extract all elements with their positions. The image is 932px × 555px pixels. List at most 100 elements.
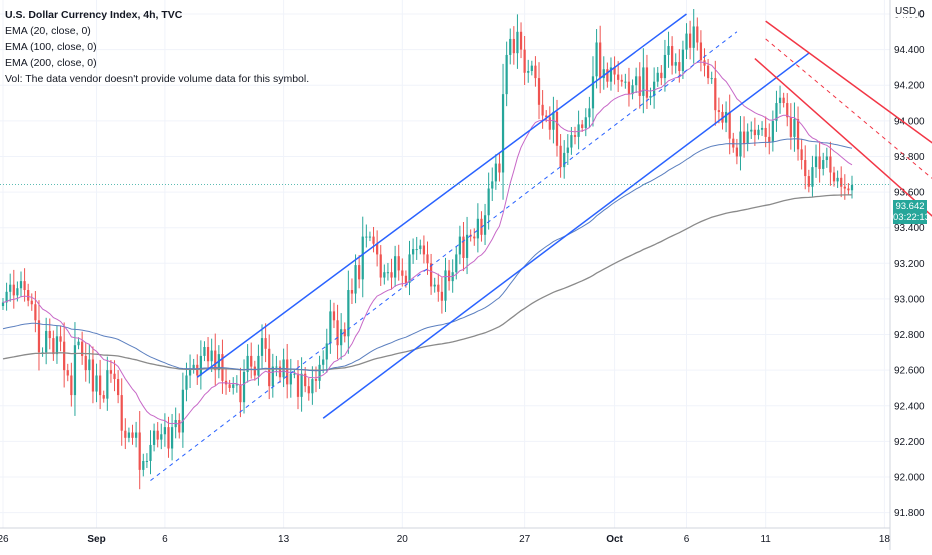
- down-channel-lower: [754, 57, 932, 217]
- price-tick-label: 94.000: [894, 116, 925, 127]
- current-price-badge: 93.642 03:22:13: [893, 200, 930, 224]
- currency-label[interactable]: USD: [893, 6, 919, 17]
- candle-body: [343, 329, 346, 337]
- candle-body: [699, 42, 703, 61]
- price-tick-label: 92.800: [894, 330, 925, 341]
- candle-body: [415, 249, 418, 251]
- candle-body: [519, 31, 523, 50]
- candle-body: [77, 341, 80, 346]
- candle-body: [537, 78, 541, 105]
- candle-body: [530, 65, 533, 71]
- candle-body: [397, 256, 400, 271]
- candle-body: [113, 373, 116, 380]
- candle-body: [822, 160, 825, 169]
- price-tick-label: 92.600: [894, 366, 925, 377]
- candle-body: [437, 284, 440, 292]
- candle-body: [354, 265, 357, 294]
- candle-body: [70, 375, 73, 396]
- candle-body: [271, 366, 274, 387]
- legend-ema100: EMA (100, close, 0): [5, 41, 97, 53]
- candle-body: [372, 236, 375, 244]
- candle-body: [512, 38, 515, 54]
- candle-body: [476, 218, 479, 239]
- candle-body: [832, 172, 836, 182]
- candle-body: [340, 329, 343, 346]
- candle-body: [390, 272, 393, 278]
- candle-body: [386, 272, 390, 274]
- candle-body: [242, 371, 246, 403]
- candle-body: [728, 111, 731, 139]
- candle-body: [850, 184, 854, 191]
- candle-body: [843, 186, 846, 189]
- candle-body: [422, 245, 426, 255]
- candle-body: [81, 341, 84, 356]
- candle-body: [401, 270, 404, 276]
- up-channel-mid: [150, 31, 738, 481]
- candle-body: [23, 281, 26, 291]
- candle-body: [63, 341, 66, 371]
- candle-body: [34, 304, 37, 321]
- time-tick-label: 6: [684, 534, 690, 545]
- candle-body: [264, 338, 267, 349]
- candle-body: [210, 350, 213, 362]
- candle-body: [178, 420, 181, 433]
- price-tick-label: 94.200: [894, 81, 925, 92]
- legend-ema200: EMA (200, close, 0): [5, 57, 97, 69]
- candle-body: [246, 355, 249, 372]
- candle-body: [768, 136, 771, 143]
- candle-body: [509, 38, 512, 55]
- candle-body: [181, 389, 184, 433]
- candle-body: [394, 256, 397, 278]
- candle-body: [19, 281, 23, 289]
- candle-body: [811, 167, 814, 187]
- candle-body: [685, 33, 688, 50]
- price-tick-label: 93.800: [894, 152, 925, 163]
- candle-body: [764, 127, 767, 137]
- candle-body: [653, 81, 656, 96]
- candle-body: [505, 54, 508, 95]
- candle-body: [523, 49, 526, 73]
- candle-body: [757, 129, 760, 136]
- candle-body: [635, 76, 638, 86]
- candle-body: [559, 145, 562, 168]
- candle-body: [447, 270, 451, 282]
- candle-body: [59, 336, 62, 342]
- time-tick-label: 27: [519, 534, 531, 545]
- candle-body: [253, 366, 256, 376]
- candle-body: [771, 120, 774, 143]
- candle-body: [487, 188, 490, 216]
- candle-body: [156, 430, 159, 440]
- candle-body: [706, 65, 710, 79]
- candle-body: [27, 290, 30, 301]
- candle-body: [365, 236, 368, 238]
- candle-body: [555, 111, 559, 146]
- candle-body: [624, 81, 627, 83]
- candle-body: [361, 236, 364, 280]
- candle-body: [483, 215, 487, 235]
- candle-body: [847, 188, 850, 191]
- candle-body: [293, 373, 296, 375]
- candle-body: [250, 355, 253, 367]
- candle-body: [138, 432, 141, 470]
- candle-body: [117, 379, 120, 396]
- candle-body: [426, 254, 429, 264]
- candle-body: [9, 284, 12, 292]
- candle-body: [336, 320, 339, 346]
- up-channel-lower: [322, 52, 810, 419]
- candle-body: [818, 156, 821, 169]
- candle-body: [735, 147, 738, 157]
- candle-body: [239, 384, 242, 403]
- candle-body: [667, 46, 670, 55]
- candle-body: [322, 359, 325, 365]
- candle-body: [541, 104, 544, 116]
- candle-body: [149, 444, 152, 461]
- candle-body: [678, 62, 681, 71]
- price-tick-label: 92.200: [894, 437, 925, 448]
- candle-body: [379, 254, 382, 278]
- chart-legend: U.S. Dollar Currency Index, 4h, TVC EMA …: [5, 7, 309, 87]
- candle-body: [588, 108, 591, 118]
- candle-body: [84, 355, 87, 371]
- candle-body: [840, 177, 843, 187]
